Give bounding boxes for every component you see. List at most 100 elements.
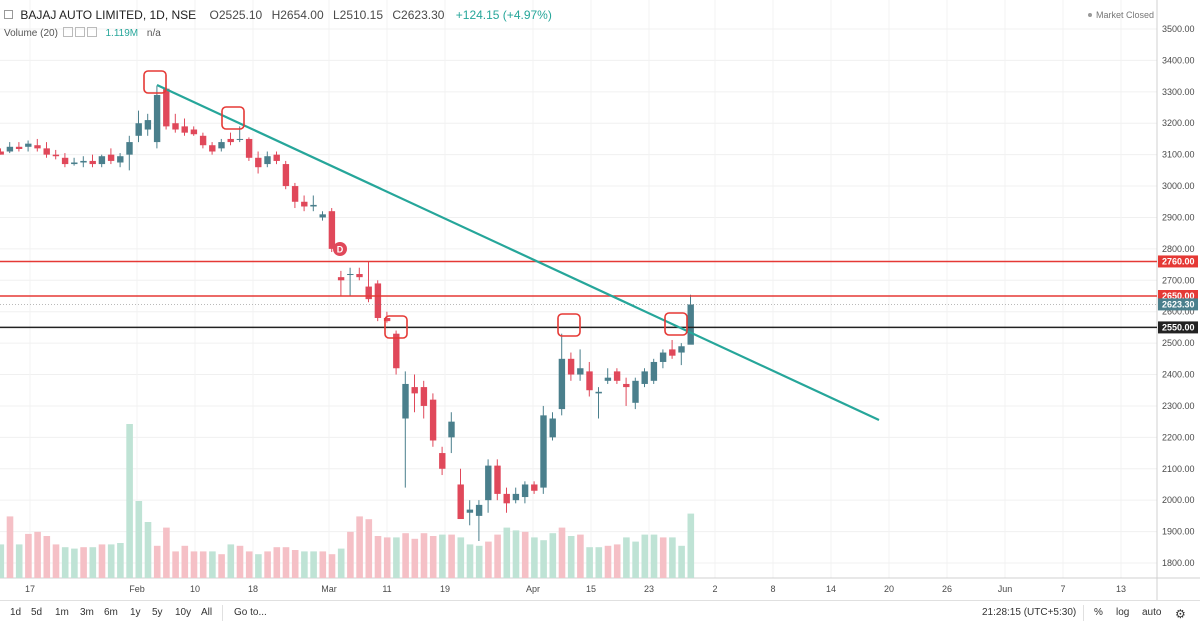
volume-bar [209, 551, 216, 578]
timeframe-1y[interactable]: 1y [130, 607, 141, 618]
volume-ma-value: n/a [146, 28, 161, 39]
timeframe-5d[interactable]: 5d [31, 607, 43, 618]
volume-bar [135, 501, 143, 578]
candle-body [80, 160, 87, 163]
eye-icon[interactable] [62, 27, 73, 37]
candle-body [98, 156, 106, 165]
candle-body [475, 504, 483, 516]
log-toggle[interactable]: log [1116, 607, 1130, 618]
time-tick-label: 7 [1060, 584, 1065, 594]
time-tick-label: 17 [25, 584, 35, 594]
candle-body [439, 453, 446, 469]
timeframe-5y[interactable]: 5y [152, 607, 163, 618]
volume-bar [43, 536, 51, 578]
volume-bar [117, 543, 124, 578]
candle-body [181, 126, 188, 133]
volume-value: 1.119M [105, 28, 139, 39]
candle-body [227, 138, 234, 143]
volume-bar [540, 540, 547, 578]
candle-body [558, 358, 566, 410]
volume-bar [411, 538, 419, 578]
candle-body [613, 371, 621, 381]
timeframe-6m[interactable]: 6m [104, 607, 118, 618]
marker-box [557, 313, 581, 337]
volume-bar [485, 541, 492, 578]
candle-body [0, 151, 4, 155]
settings-icon[interactable] [74, 27, 85, 37]
symbol-legend: BAJAJ AUTO LIMITED, 1D, NSE O2525.10 H26… [4, 8, 552, 22]
settings-gear-icon[interactable]: ⚙ [1175, 607, 1186, 621]
goto-button[interactable]: Go to... [234, 607, 267, 618]
status-dot-icon [1087, 13, 1092, 17]
price-tick-label: 2500.00 [1162, 338, 1195, 348]
trendline [156, 84, 880, 421]
candle-body [135, 123, 142, 136]
candle-body [236, 138, 244, 140]
price-tick-label: 3100.00 [1162, 150, 1195, 160]
candle-body [448, 421, 455, 438]
candle-body [365, 286, 372, 300]
candle-body [494, 465, 501, 494]
candle-body [34, 145, 41, 149]
timeframe-3m[interactable]: 3m [80, 607, 94, 618]
price-tick-label: 3400.00 [1162, 55, 1195, 65]
price-label-text: 2623.30 [1162, 299, 1195, 309]
candle-body [586, 371, 593, 391]
candle-body [521, 484, 529, 498]
timeframe-10y[interactable]: 10y [175, 607, 192, 618]
close-icon[interactable] [86, 27, 97, 37]
volume-bar [190, 551, 198, 578]
candle-body [264, 156, 271, 165]
candle-body [549, 418, 556, 438]
timeframe-1m[interactable]: 1m [55, 607, 69, 618]
candle-body [52, 154, 60, 157]
time-tick-label: Apr [526, 584, 540, 594]
auto-toggle[interactable]: auto [1142, 607, 1162, 618]
volume-bar [328, 554, 336, 578]
horizontal-lines [0, 260, 1157, 329]
marker-box [221, 106, 245, 130]
candle-body [420, 387, 428, 406]
candle-body [466, 509, 474, 513]
volume-bar [163, 527, 170, 578]
candles [0, 85, 694, 542]
candle-body [567, 358, 575, 375]
price-tick-label: 3500.00 [1162, 24, 1195, 34]
candle-body [301, 201, 308, 207]
volume-bar [255, 554, 262, 578]
candle-body [190, 129, 198, 135]
percent-toggle[interactable]: % [1094, 607, 1103, 618]
time-tick-label: 8 [770, 584, 775, 594]
volume-bar [144, 522, 152, 578]
candle-body [595, 391, 602, 394]
time-tick-label: 20 [884, 584, 894, 594]
candle-body [310, 204, 317, 207]
candle-body [632, 380, 639, 403]
candle-body [485, 465, 492, 501]
volume-bar [678, 545, 685, 578]
volume-bar [6, 516, 14, 578]
symbol-title[interactable]: BAJAJ AUTO LIMITED, 1D, NSE [20, 8, 197, 22]
volume-bar [282, 547, 290, 578]
volume-label[interactable]: Volume (20) [4, 28, 58, 39]
candle-body [6, 146, 14, 152]
price-label-box [1158, 255, 1198, 268]
price-label-text: 2550.00 [1162, 322, 1195, 332]
volume-bar [153, 545, 161, 578]
volume-bar [15, 544, 23, 578]
chart-grid [0, 0, 1200, 600]
candle-body [172, 123, 179, 130]
price-tick-label: 1800.00 [1162, 558, 1195, 568]
candle-body [117, 156, 124, 163]
collapse-icon[interactable] [4, 10, 13, 19]
clock[interactable]: 21:28:15 (UTC+5:30) [982, 607, 1077, 618]
timeframe-1d[interactable]: 1d [10, 607, 22, 618]
candle-body [383, 317, 391, 322]
price-tick-label: 2600.00 [1162, 307, 1195, 317]
candle-body [199, 135, 207, 146]
volume-bar [383, 537, 391, 578]
timeframe-all[interactable]: All [201, 607, 213, 618]
price-tick-label: 2100.00 [1162, 464, 1195, 474]
candle-body [650, 361, 658, 381]
